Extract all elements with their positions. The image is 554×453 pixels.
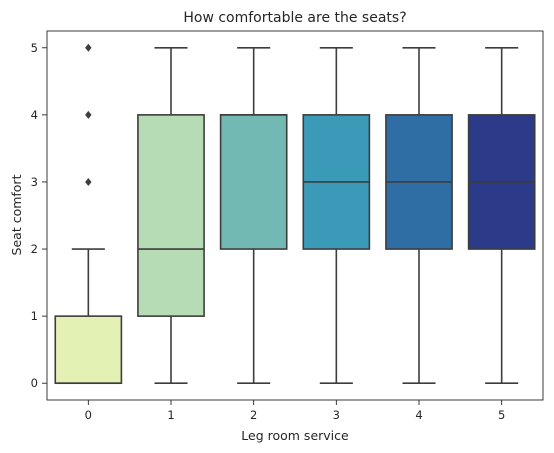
box-group-2: [219, 46, 288, 385]
x-tick-label: 4: [415, 408, 422, 422]
x-tick-label: 5: [498, 408, 505, 422]
box-group-5: [467, 46, 536, 385]
y-axis-label: Seat comfort: [9, 174, 24, 255]
box-iqr: [219, 114, 288, 250]
outlier-point: [85, 177, 92, 186]
box-group-3: [302, 46, 371, 385]
y-tick-label: 4: [31, 108, 38, 122]
chart-title: How comfortable are the seats?: [183, 10, 406, 26]
outlier-point: [85, 43, 92, 52]
plot-area: [54, 43, 536, 385]
y-tick-label: 0: [31, 376, 38, 390]
box-group-1: [137, 46, 205, 385]
y-tick-label: 1: [31, 309, 38, 323]
box-group-4: [385, 46, 453, 385]
y-tick-label: 5: [31, 41, 38, 55]
x-axis-label: Leg room service: [241, 428, 349, 443]
x-tick-label: 1: [167, 408, 174, 422]
y-tick-label: 3: [31, 175, 38, 189]
x-tick-label: 0: [85, 408, 92, 422]
x-tick-label: 2: [250, 408, 257, 422]
box-group-0: [54, 43, 123, 385]
x-tick-label: 3: [333, 408, 340, 422]
plot-frame: [46, 30, 544, 401]
y-tick-label: 2: [31, 242, 38, 256]
box-iqr: [54, 315, 123, 385]
outlier-point: [85, 110, 92, 119]
box-iqr: [137, 114, 205, 317]
